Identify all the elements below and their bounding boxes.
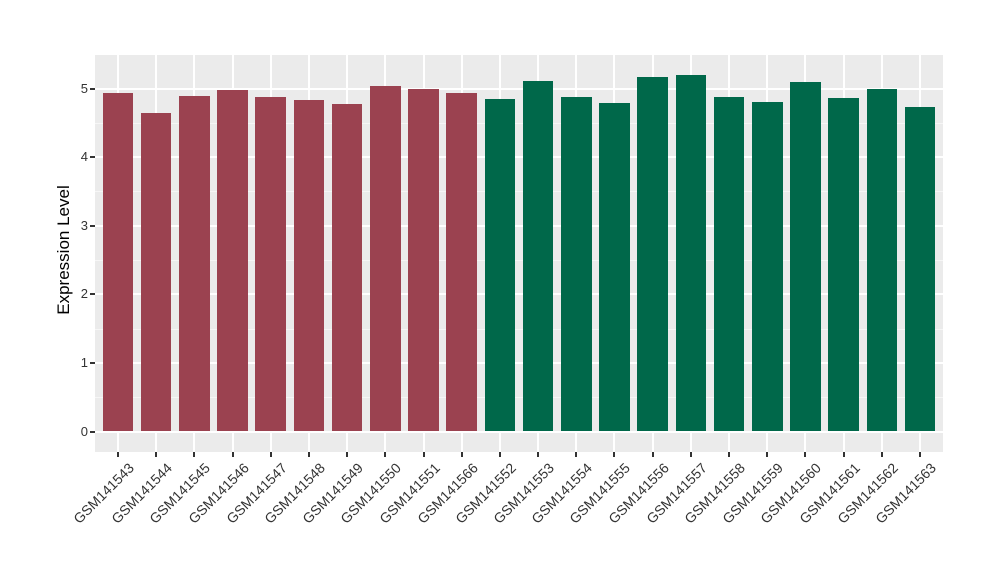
gridline-minor bbox=[95, 122, 943, 124]
bar-GSM141545 bbox=[179, 96, 210, 432]
x-tick-mark bbox=[422, 452, 425, 457]
bar-GSM141555 bbox=[599, 102, 630, 432]
gridline-major bbox=[95, 361, 943, 364]
bar-GSM141559 bbox=[752, 102, 783, 432]
y-tick-label: 0 bbox=[80, 423, 88, 439]
x-tick-mark bbox=[231, 452, 234, 457]
y-tick-label: 2 bbox=[80, 286, 88, 302]
gridline-major bbox=[95, 87, 943, 90]
bar-GSM141550 bbox=[370, 85, 401, 432]
x-tick-mark bbox=[269, 452, 272, 457]
x-tick-mark bbox=[919, 452, 922, 457]
gridline-major bbox=[95, 430, 943, 433]
bar-GSM141556 bbox=[637, 76, 668, 432]
y-tick-mark bbox=[90, 293, 95, 296]
bar-GSM141566 bbox=[446, 93, 477, 432]
x-tick-mark bbox=[384, 452, 387, 457]
gridline-major bbox=[95, 224, 943, 227]
bar-GSM141557 bbox=[675, 74, 707, 432]
y-tick-mark bbox=[90, 224, 95, 227]
gridline-major bbox=[95, 293, 943, 296]
bar-GSM141544 bbox=[140, 113, 172, 432]
bar-GSM141562 bbox=[866, 89, 898, 432]
x-tick-mark bbox=[804, 452, 807, 457]
bar-GSM141553 bbox=[522, 80, 554, 432]
bar-GSM141552 bbox=[484, 99, 516, 432]
y-tick-mark bbox=[90, 156, 95, 159]
y-axis-title: Expression Level bbox=[54, 185, 73, 315]
y-tick-label: 4 bbox=[80, 149, 88, 165]
plot-panel bbox=[95, 55, 943, 452]
bar-GSM141546 bbox=[217, 89, 248, 432]
x-tick-mark bbox=[193, 452, 196, 457]
x-tick-mark bbox=[116, 452, 119, 457]
y-tick-mark bbox=[90, 87, 95, 90]
x-tick-mark bbox=[880, 452, 883, 457]
x-tick-mark bbox=[537, 452, 540, 457]
bar-GSM141548 bbox=[293, 100, 325, 432]
x-tick-mark bbox=[651, 452, 654, 457]
bar-GSM141563 bbox=[904, 107, 936, 432]
x-tick-mark bbox=[498, 452, 501, 457]
gridline-major bbox=[95, 156, 943, 159]
x-tick-mark bbox=[155, 452, 158, 457]
x-tick-mark bbox=[460, 452, 463, 457]
y-tick-label: 5 bbox=[80, 80, 88, 96]
bar-GSM141543 bbox=[102, 92, 134, 432]
gridline-minor bbox=[95, 328, 943, 330]
x-tick-mark bbox=[842, 452, 845, 457]
bar-GSM141560 bbox=[790, 81, 821, 432]
gridline-minor bbox=[95, 397, 943, 399]
y-tick-mark bbox=[90, 361, 95, 364]
x-tick-mark bbox=[728, 452, 731, 457]
bar-GSM141561 bbox=[828, 98, 859, 432]
x-tick-mark bbox=[575, 452, 578, 457]
y-tick-label: 1 bbox=[80, 354, 88, 370]
bar-GSM141547 bbox=[255, 96, 286, 432]
x-tick-mark bbox=[346, 452, 349, 457]
y-tick-mark bbox=[90, 430, 95, 433]
bar-GSM141549 bbox=[331, 104, 363, 432]
gridline-minor bbox=[95, 191, 943, 193]
y-tick-label: 3 bbox=[80, 217, 88, 233]
x-tick-mark bbox=[689, 452, 692, 457]
x-tick-mark bbox=[307, 452, 310, 457]
bar-GSM141558 bbox=[713, 96, 745, 432]
x-tick-mark bbox=[613, 452, 616, 457]
gridline-minor bbox=[95, 260, 943, 261]
bar-GSM141554 bbox=[561, 96, 592, 432]
x-tick-mark bbox=[766, 452, 769, 457]
bar-GSM141551 bbox=[408, 89, 439, 432]
